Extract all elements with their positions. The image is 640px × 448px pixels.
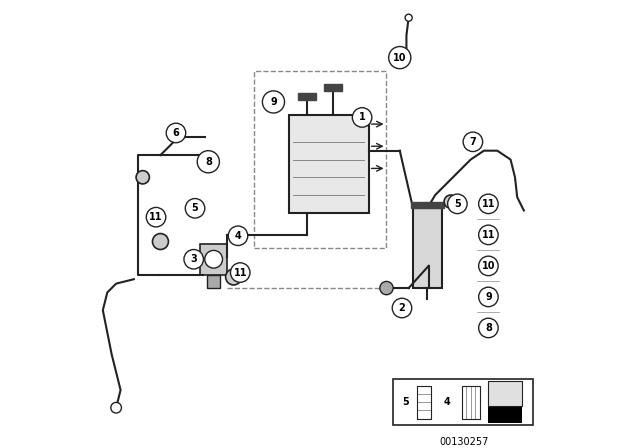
Text: 5: 5 (402, 397, 409, 407)
Bar (207, 275, 220, 288)
Circle shape (205, 250, 223, 268)
Text: 9: 9 (270, 97, 277, 107)
Circle shape (262, 91, 285, 113)
Circle shape (226, 269, 241, 285)
Text: 11: 11 (482, 199, 495, 209)
Bar (411, 202, 444, 208)
Bar (488, 381, 522, 405)
Circle shape (479, 287, 498, 307)
Circle shape (184, 250, 204, 269)
Circle shape (185, 198, 205, 218)
Bar (393, 379, 532, 426)
Circle shape (353, 108, 372, 127)
Circle shape (388, 47, 411, 69)
Bar (200, 244, 227, 275)
Text: 4: 4 (444, 397, 451, 407)
Circle shape (230, 263, 250, 282)
Circle shape (228, 226, 248, 246)
Text: 10: 10 (393, 52, 406, 63)
Text: 11: 11 (234, 267, 247, 278)
Circle shape (479, 256, 498, 276)
Circle shape (479, 318, 498, 338)
Text: 2: 2 (399, 303, 405, 313)
FancyBboxPatch shape (413, 208, 442, 288)
Bar (488, 405, 522, 423)
Circle shape (147, 207, 166, 227)
Text: 7: 7 (470, 137, 476, 147)
Circle shape (405, 14, 412, 21)
Circle shape (479, 194, 498, 214)
Text: 8: 8 (485, 323, 492, 333)
Bar (462, 386, 479, 419)
Text: 00130257: 00130257 (439, 436, 489, 447)
Circle shape (463, 132, 483, 151)
Circle shape (136, 171, 149, 184)
FancyBboxPatch shape (289, 115, 369, 213)
Text: 11: 11 (149, 212, 163, 222)
Circle shape (444, 195, 458, 208)
Text: 10: 10 (482, 261, 495, 271)
Circle shape (152, 233, 168, 250)
Circle shape (111, 402, 122, 413)
Text: 5: 5 (454, 199, 461, 209)
Text: 4: 4 (235, 231, 241, 241)
Bar (324, 84, 342, 91)
Text: 5: 5 (191, 203, 198, 213)
Circle shape (392, 298, 412, 318)
Text: 3: 3 (190, 254, 197, 264)
Text: 6: 6 (173, 128, 179, 138)
Text: 9: 9 (485, 292, 492, 302)
Circle shape (447, 194, 467, 214)
Text: 8: 8 (205, 157, 212, 167)
Text: 1: 1 (359, 112, 365, 122)
Circle shape (197, 151, 220, 173)
Circle shape (166, 123, 186, 143)
Circle shape (479, 225, 498, 245)
Text: 11: 11 (482, 230, 495, 240)
Circle shape (380, 281, 393, 295)
Bar (298, 93, 316, 100)
